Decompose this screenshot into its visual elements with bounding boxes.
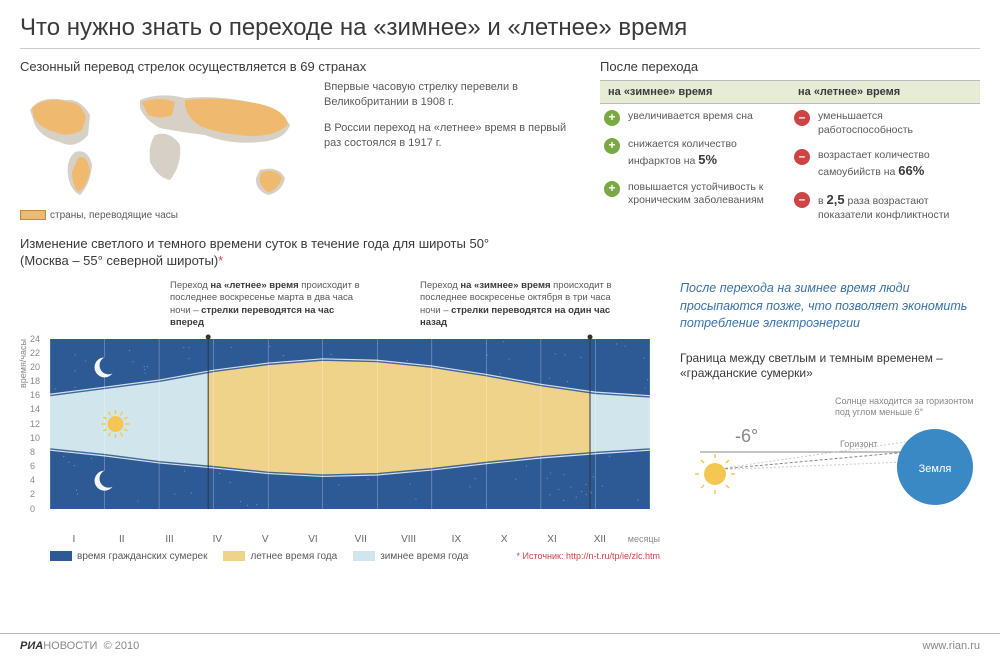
svg-text:Земля: Земля: [919, 463, 952, 475]
summer-column: на «летнее» время –уменьшается работоспо…: [790, 80, 980, 228]
after-item: –возрастает количество самоубийств на 66…: [790, 143, 980, 186]
map-facts: Впервые часовую стрелку перевели в Велик…: [324, 80, 580, 221]
footer: РИАНОВОСТИ © 2010 www.rian.ru: [0, 633, 1000, 658]
x-ticks: IIIIIIIVVVIVIIVIIIIXXXIXIIмесяцы: [20, 534, 660, 545]
page-title: Что нужно знать о переходе на «зимнее» и…: [20, 14, 980, 42]
map-legend: страны, переводящие часы: [20, 210, 310, 221]
map-subtitle: Сезонный перевод стрелок осуществляется …: [20, 59, 580, 74]
map-section: Сезонный перевод стрелок осуществляется …: [20, 59, 580, 228]
right-panel: После перехода на зимнее время люди прос…: [680, 280, 980, 561]
svg-text:Солнце находится за горизонтом: Солнце находится за горизонтомпод углом …: [835, 396, 973, 417]
minus-icon: –: [794, 149, 810, 165]
chart-legend: время гражданских сумерек летнее время г…: [20, 551, 660, 562]
after-item: +увеличивается время сна: [600, 104, 790, 132]
note-winter-transition: Переход на «зимнее» время происходит в п…: [420, 280, 620, 329]
plus-icon: +: [604, 181, 620, 197]
y-axis-label: время/часы: [18, 339, 28, 388]
daylight-chart: Переход на «летнее» время происходит в п…: [20, 280, 660, 561]
chart-canvas: [20, 334, 660, 514]
note-summer-transition: Переход на «летнее» время происходит в п…: [170, 280, 370, 329]
energy-note: После перехода на зимнее время люди прос…: [680, 280, 980, 333]
summer-header: на «летнее» время: [790, 80, 980, 104]
minus-icon: –: [794, 110, 810, 126]
after-item: –в 2,5 раза возрастают показатели конфли…: [790, 186, 980, 229]
twilight-title: Граница между светлым и темным временем …: [680, 351, 980, 382]
after-item: +снижается количество инфарктов на 5%: [600, 132, 790, 175]
twilight-diagram: -6° Горизонт Солнце находится за горизон…: [680, 392, 980, 502]
after-item: +повышается устойчивость к хроническим з…: [600, 175, 790, 214]
divider: [20, 48, 980, 49]
plus-icon: +: [604, 138, 620, 154]
winter-header: на «зимнее» время: [600, 80, 790, 104]
chart-title: Изменение светлого и темного времени сут…: [20, 236, 980, 270]
footer-url: www.rian.ru: [923, 640, 980, 652]
svg-text:Горизонт: Горизонт: [840, 439, 877, 449]
after-title: После перехода: [600, 59, 980, 74]
plus-icon: +: [604, 110, 620, 126]
svg-text:-6°: -6°: [735, 426, 758, 446]
minus-icon: –: [794, 192, 810, 208]
after-item: –уменьшается работоспособность: [790, 104, 980, 143]
after-section: После перехода на «зимнее» время +увелич…: [600, 59, 980, 228]
winter-column: на «зимнее» время +увеличивается время с…: [600, 80, 790, 228]
world-map: [20, 80, 310, 208]
